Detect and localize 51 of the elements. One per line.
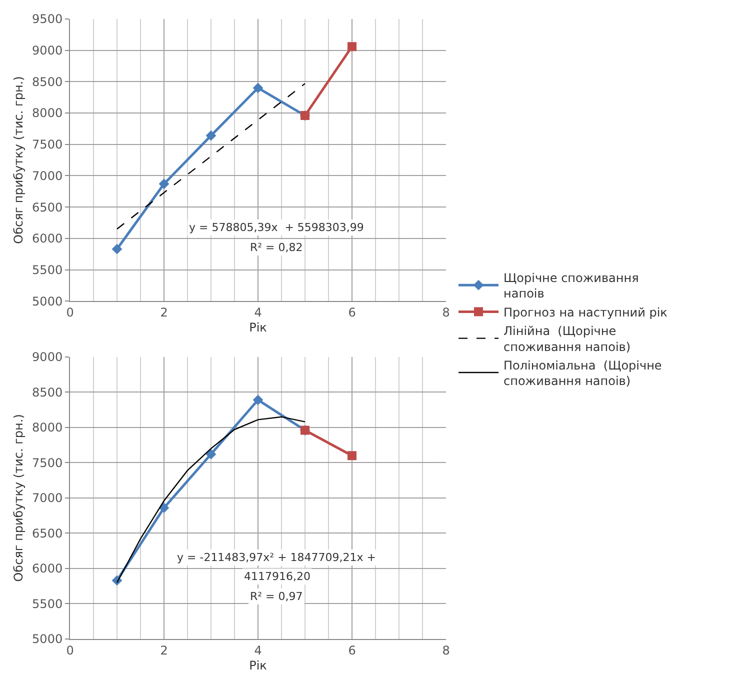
y-tick-label: 9500 bbox=[32, 12, 63, 26]
point bbox=[158, 502, 170, 514]
y-axis-title: Обсяг прибутку (тис. грн.) bbox=[11, 76, 26, 244]
x-axis-title: Рік bbox=[249, 658, 267, 672]
y-tick-label: 6000 bbox=[32, 562, 63, 576]
point bbox=[206, 449, 216, 460]
point bbox=[348, 451, 356, 460]
x-axis-title: Рік bbox=[249, 320, 267, 334]
annotation: y = 578805,39x + 5598303,99 bbox=[189, 221, 364, 234]
y-axis-title: Обсяг прибутку (тис. грн.) bbox=[11, 414, 26, 582]
x-tick-label: 6 bbox=[348, 643, 356, 658]
x-tick-label: 0 bbox=[66, 306, 74, 320]
legend-label: Прогноз на наступний рік bbox=[504, 305, 668, 320]
point bbox=[252, 82, 264, 94]
x-tick-label: 4 bbox=[254, 306, 262, 320]
point bbox=[252, 394, 264, 406]
y-tick-label: 8500 bbox=[32, 74, 63, 89]
y-tick-label: 7000 bbox=[32, 168, 63, 183]
x-tick-label: 0 bbox=[66, 643, 74, 658]
y-tick-label: 8000 bbox=[32, 106, 63, 120]
y-tick-label: 9000 bbox=[32, 350, 63, 364]
point bbox=[158, 178, 170, 190]
annotation: R² = 0,97 bbox=[250, 590, 303, 603]
annotation: 4117916,20 bbox=[244, 570, 310, 583]
legend-label: Лінійна (Щорічне споживання напоів) bbox=[504, 324, 631, 354]
y-tick-label: 8500 bbox=[32, 385, 63, 400]
y-tick-label: 7000 bbox=[32, 491, 63, 506]
text: Поліноміальна (Щорічне споживання напоів) bbox=[504, 358, 662, 388]
point bbox=[348, 42, 356, 52]
point bbox=[112, 244, 122, 254]
point bbox=[206, 130, 216, 141]
y-tick-label: 6500 bbox=[32, 200, 63, 214]
y-tick-label: 6000 bbox=[32, 232, 63, 246]
x-tick-label: 2 bbox=[160, 643, 168, 658]
y-tick-label: 7500 bbox=[32, 456, 63, 470]
y-tick-label: 5500 bbox=[32, 596, 63, 611]
x-tick-label: 8 bbox=[442, 306, 450, 320]
x-tick-label: 2 bbox=[160, 306, 168, 320]
y-tick-label: 5500 bbox=[32, 262, 63, 277]
legend-label: Щорічне споживання напоів bbox=[504, 270, 639, 301]
x-tick-label: 8 bbox=[442, 643, 450, 658]
y-tick-label: 8000 bbox=[32, 420, 63, 435]
y-tick-label: 9000 bbox=[32, 44, 63, 58]
annotation: R² = 0,82 bbox=[250, 241, 303, 254]
annotation: y = -211483,97x² + 1847709,21x + bbox=[177, 551, 376, 564]
y-tick-label: 5000 bbox=[32, 294, 63, 308]
y-tick-label: 6500 bbox=[32, 526, 63, 540]
y-tick-label: 5000 bbox=[32, 632, 63, 646]
x-tick-label: 4 bbox=[254, 643, 262, 658]
y-tick-label: 7500 bbox=[32, 138, 63, 152]
x-tick-label: 6 bbox=[348, 306, 356, 320]
